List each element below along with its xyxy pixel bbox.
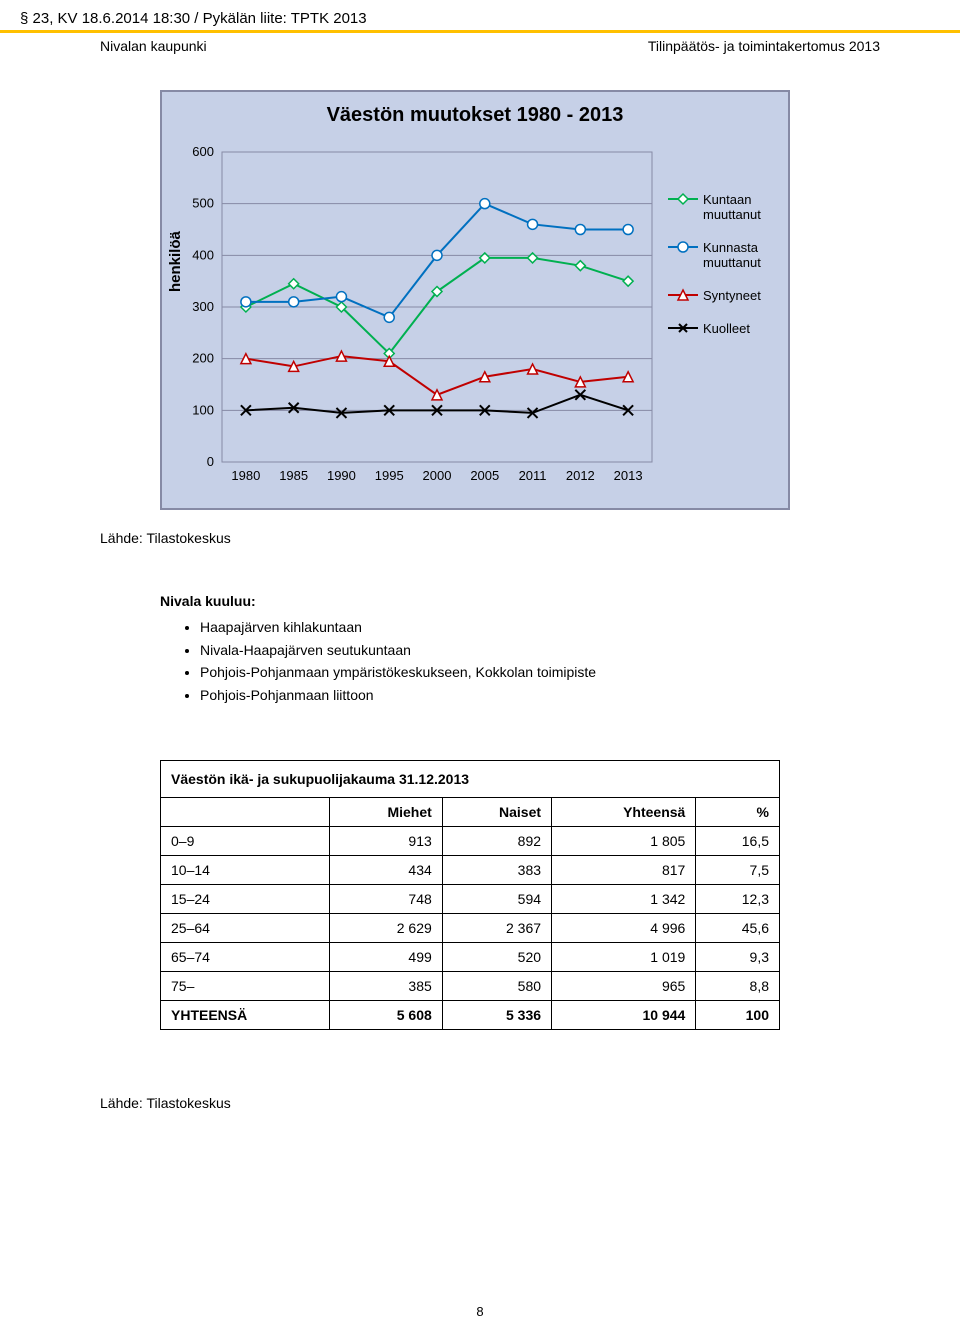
legend-label: Syntyneet [703,288,761,303]
svg-text:100: 100 [192,402,214,417]
table-title: Väestön ikä- ja sukupuolijakauma 31.12.2… [161,761,780,798]
table-cell: 7,5 [696,856,780,885]
table-cell: 748 [329,885,442,914]
table-cell: 12,3 [696,885,780,914]
header-top: § 23, KV 18.6.2014 18:30 / Pykälän liite… [20,10,367,27]
table-total-cell: 10 944 [552,1001,696,1030]
table-cell: 383 [442,856,551,885]
table-cell: 25–64 [161,914,330,943]
y-axis-label: henkilöä [167,231,184,292]
header-sub: Nivalan kaupunki Tilinpäätös- ja toimint… [100,38,880,54]
svg-text:1990: 1990 [327,468,356,483]
svg-text:2011: 2011 [519,468,547,483]
table-cell: 4 996 [552,914,696,943]
population-chart: Väestön muutokset 1980 - 2013 henkilöä 0… [160,90,790,510]
table-header [161,798,330,827]
chart-title: Väestön muutokset 1980 - 2013 [162,104,788,127]
table-cell: 965 [552,972,696,1001]
bullet-item: Haapajärven kihlakuntaan [200,616,596,638]
legend-label: Kuntaan muuttanut [703,192,778,222]
table-header: Miehet [329,798,442,827]
table-cell: 499 [329,943,442,972]
plot-area: 0100200300400500600198019851990199520002… [222,152,652,462]
svg-text:2005: 2005 [470,468,499,483]
population-table: Väestön ikä- ja sukupuolijakauma 31.12.2… [160,760,780,1030]
svg-text:200: 200 [192,351,214,366]
svg-text:600: 600 [192,144,214,159]
table-total-cell: 5 608 [329,1001,442,1030]
table-cell: 913 [329,827,442,856]
table-header: Naiset [442,798,551,827]
bullets-section: Nivala kuuluu: Haapajärven kihlakuntaanN… [160,590,596,706]
bullet-item: Nivala-Haapajärven seutukuntaan [200,639,596,661]
chart-legend: Kuntaan muuttanut Kunnasta muuttanut Synty… [668,192,778,354]
svg-text:400: 400 [192,247,214,262]
table-cell: 75– [161,972,330,1001]
table-total-cell: 5 336 [442,1001,551,1030]
svg-text:2000: 2000 [423,468,452,483]
table-header: % [696,798,780,827]
svg-text:0: 0 [207,454,214,469]
svg-text:1995: 1995 [375,468,404,483]
table-cell: 16,5 [696,827,780,856]
bullet-item: Pohjois-Pohjanmaan ympäristökeskukseen, … [200,661,596,683]
table-cell: 9,3 [696,943,780,972]
legend-item: Kunnasta muuttanut [668,240,778,270]
svg-text:2012: 2012 [566,468,595,483]
header-left: Nivalan kaupunki [100,38,207,54]
table-cell: 2 367 [442,914,551,943]
legend-label: Kuolleet [703,321,750,336]
table-cell: 2 629 [329,914,442,943]
table-cell: 10–14 [161,856,330,885]
table-cell: 0–9 [161,827,330,856]
table-cell: 1 805 [552,827,696,856]
table-cell: 580 [442,972,551,1001]
svg-text:1985: 1985 [279,468,308,483]
legend-item: Kuntaan muuttanut [668,192,778,222]
table-cell: 385 [329,972,442,1001]
header-divider [0,30,960,33]
table-cell: 45,6 [696,914,780,943]
table-total-cell: 100 [696,1001,780,1030]
table-cell: 15–24 [161,885,330,914]
table-cell: 520 [442,943,551,972]
table-header: Yhteensä [552,798,696,827]
svg-text:2013: 2013 [614,468,643,483]
table-cell: 817 [552,856,696,885]
table-cell: 434 [329,856,442,885]
page-number: 8 [476,1304,483,1319]
source-label-1: Lähde: Tilastokeskus [100,530,231,546]
legend-label: Kunnasta muuttanut [703,240,778,270]
bullet-item: Pohjois-Pohjanmaan liittoon [200,684,596,706]
header-right: Tilinpäätös- ja toimintakertomus 2013 [648,38,880,54]
svg-text:500: 500 [192,196,214,211]
table-cell: 8,8 [696,972,780,1001]
legend-item: Syntyneet [668,288,778,303]
table-cell: 892 [442,827,551,856]
table-cell: 594 [442,885,551,914]
legend-item: Kuolleet [668,321,778,336]
svg-text:1980: 1980 [231,468,260,483]
table-cell: 1 342 [552,885,696,914]
svg-text:300: 300 [192,299,214,314]
source-label-2: Lähde: Tilastokeskus [100,1095,231,1111]
bullets-title: Nivala kuuluu: [160,590,596,612]
table-total-cell: YHTEENSÄ [161,1001,330,1030]
table-cell: 1 019 [552,943,696,972]
table-cell: 65–74 [161,943,330,972]
